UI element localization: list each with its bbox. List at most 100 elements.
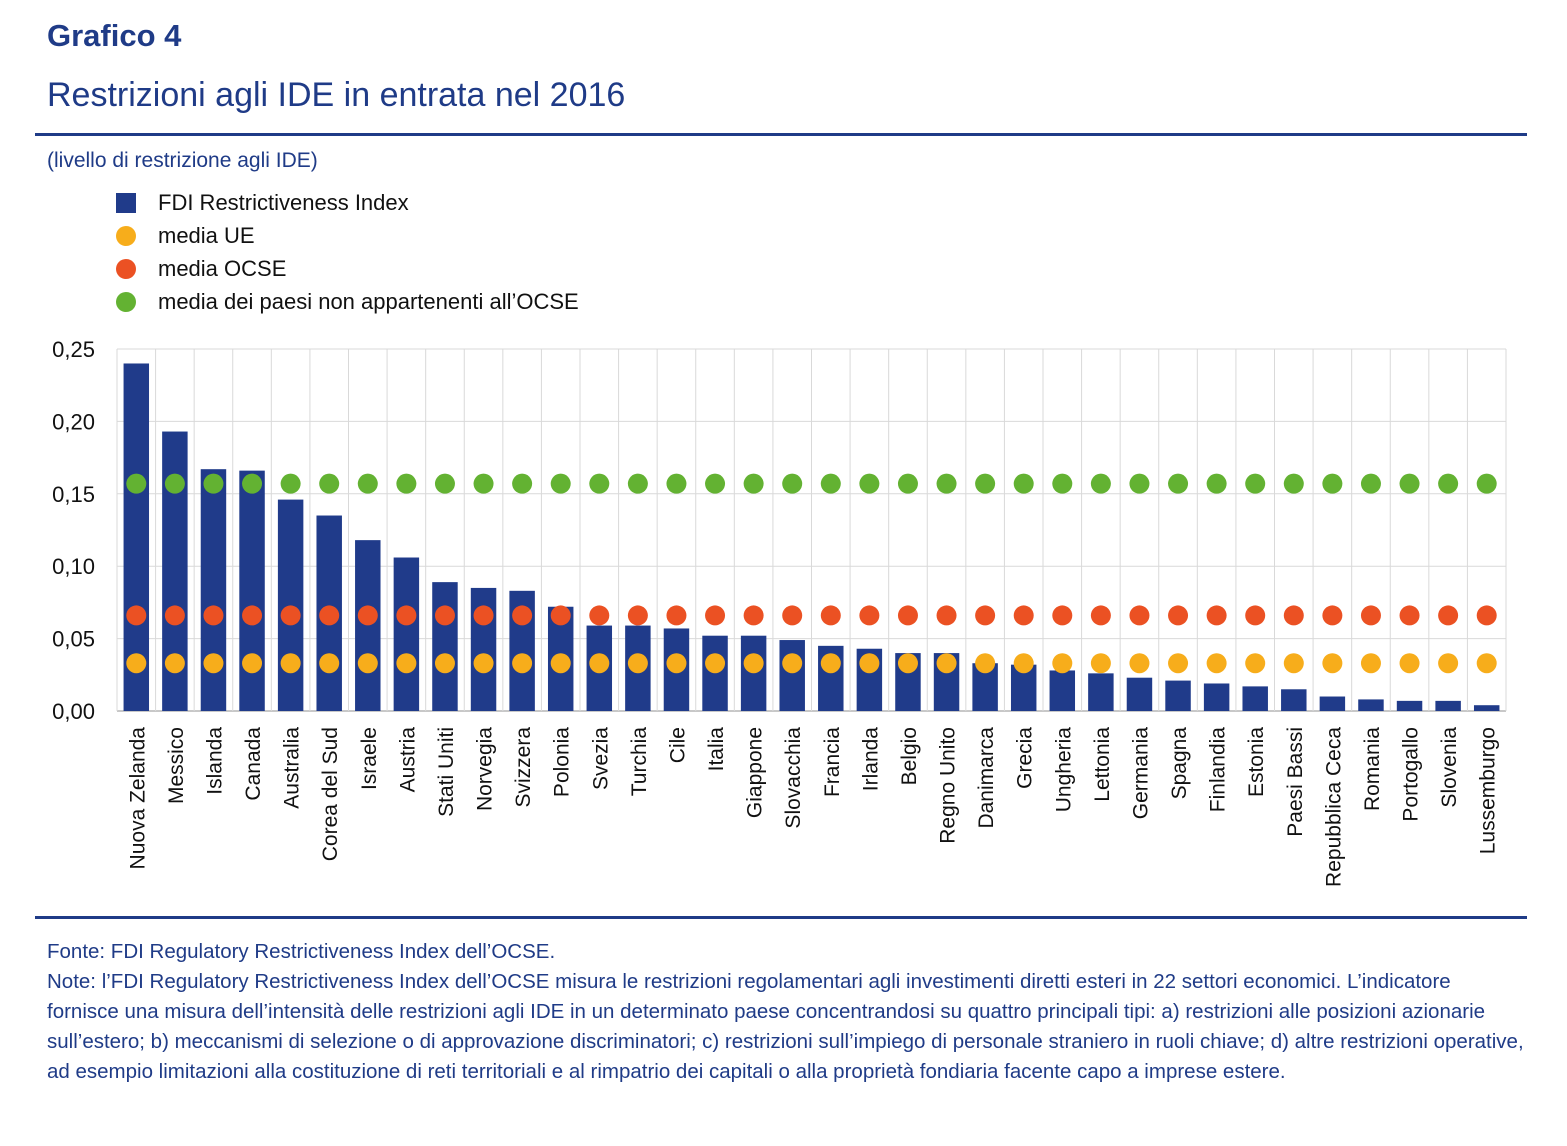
x-tick-label: Stati Uniti [435, 727, 458, 817]
bar-lettonia [1088, 673, 1114, 711]
bar-estonia [1242, 686, 1268, 711]
x-tick-label: Regno Unito [937, 727, 960, 844]
dot-media-ocse [512, 605, 533, 626]
x-tick-label: Ungheria [1052, 727, 1075, 813]
dot-media-ocse [589, 605, 610, 626]
bar-australia [277, 499, 304, 711]
bar-repubblica-ceca [1319, 696, 1346, 711]
dot-media-dei-paesi-non-appartenenti-all-ocse [820, 473, 841, 494]
legend-dot-icon [116, 291, 136, 312]
y-tick-label: 0,05 [52, 627, 95, 652]
footer-divider [35, 916, 1527, 919]
legend-square-icon [116, 192, 136, 213]
bar-finlandia [1203, 683, 1230, 711]
x-tick-label: Nuova Zelanda [126, 727, 149, 870]
x-tick-label: Giappone [744, 727, 767, 818]
x-tick-label: Israele [358, 727, 381, 790]
dot-media-ocse [1438, 605, 1459, 626]
x-tick-label: Irlanda [859, 727, 882, 792]
dot-media-dei-paesi-non-appartenenti-all-ocse [1438, 473, 1459, 494]
dot-media-ocse [550, 605, 571, 626]
footer: Fonte: FDI Regulatory Restrictiveness In… [47, 937, 1527, 1087]
legend-label: media OCSE [158, 255, 287, 281]
dot-media-ue [666, 653, 687, 674]
bar-giappone [740, 635, 767, 711]
dot-media-ue [1283, 653, 1304, 674]
source-note: Fonte: FDI Regulatory Restrictiveness In… [47, 940, 556, 963]
dot-media-ue [357, 653, 378, 674]
dot-media-dei-paesi-non-appartenenti-all-ocse [627, 473, 648, 494]
bar-lussemburgo [1473, 705, 1500, 711]
dot-media-ue [1206, 653, 1227, 674]
dot-media-ocse [473, 605, 494, 626]
x-tick-label: Slovenia [1438, 727, 1461, 808]
dot-media-dei-paesi-non-appartenenti-all-ocse [897, 473, 918, 494]
bar-chart: 0,00 0,05 0,10 0,15 0,20 0,25 Nuova Zelanda Mes… [52, 337, 1507, 887]
dot-media-ocse [280, 605, 301, 626]
bar-nuova-zelanda [123, 363, 150, 711]
x-tick-label: Cile [666, 727, 689, 763]
notes-text: Note: l’FDI Regulatory Restrictiveness I… [47, 970, 1524, 1083]
legend-item-media-non-ocse: media dei paesi non appartenenti all’OCS… [116, 285, 579, 318]
chart-subtitle: (livello di restrizione agli IDE) [47, 149, 318, 172]
dot-media-ocse [782, 605, 803, 626]
dot-media-ocse [1322, 605, 1343, 626]
dot-media-ocse [820, 605, 841, 626]
x-tick-label: Australia [281, 727, 304, 809]
dot-media-dei-paesi-non-appartenenti-all-ocse [1090, 473, 1111, 494]
y-tick-label: 0,20 [52, 409, 95, 434]
x-tick-label: Italia [705, 727, 728, 772]
bar-paesi-bassi [1281, 689, 1307, 711]
dot-media-dei-paesi-non-appartenenti-all-ocse [1360, 473, 1381, 494]
dot-media-dei-paesi-non-appartenenti-all-ocse [705, 473, 726, 494]
dot-media-dei-paesi-non-appartenenti-all-ocse [164, 473, 185, 494]
dot-media-ue [743, 653, 764, 674]
dot-media-ocse [1245, 605, 1266, 626]
dot-media-dei-paesi-non-appartenenti-all-ocse [512, 473, 533, 494]
dot-media-dei-paesi-non-appartenenti-all-ocse [1283, 473, 1304, 494]
legend-item-fdi-index: FDI Restrictiveness Index [116, 186, 579, 219]
bar-austria [393, 557, 420, 711]
x-tick-label: Belgio [898, 727, 921, 785]
dot-media-ocse [743, 605, 764, 626]
dot-media-ocse [627, 605, 648, 626]
legend-item-media-ocse: media OCSE [116, 252, 579, 285]
dot-media-ocse [1052, 605, 1073, 626]
x-tick-label: Danimarca [975, 727, 998, 829]
legend: FDI Restrictiveness Index media UE media… [116, 186, 579, 318]
x-tick-label: Canada [242, 727, 265, 801]
dot-media-ue [820, 653, 841, 674]
dot-media-ue [1013, 653, 1034, 674]
dot-media-dei-paesi-non-appartenenti-all-ocse [859, 473, 880, 494]
dot-media-dei-paesi-non-appartenenti-all-ocse [1013, 473, 1034, 494]
dot-media-ocse [434, 605, 455, 626]
x-tick-label: Lussemburgo [1477, 727, 1500, 854]
dot-media-ocse [666, 605, 687, 626]
dot-media-dei-paesi-non-appartenenti-all-ocse [1399, 473, 1420, 494]
x-tick-label: Slovacchia [782, 727, 805, 829]
dot-media-dei-paesi-non-appartenenti-all-ocse [782, 473, 803, 494]
legend-label: media UE [158, 222, 255, 248]
x-tick-label: Norvegia [474, 727, 497, 811]
dot-media-ue [1322, 653, 1343, 674]
dot-media-dei-paesi-non-appartenenti-all-ocse [666, 473, 687, 494]
dot-media-ocse [1476, 605, 1497, 626]
dot-media-ocse [936, 605, 957, 626]
x-tick-label: Lettonia [1091, 727, 1114, 802]
dot-media-ue [242, 653, 263, 674]
x-tick-label: Polonia [551, 727, 574, 797]
dot-media-ocse [859, 605, 880, 626]
dot-media-ue [1245, 653, 1266, 674]
dot-media-ue [1090, 653, 1111, 674]
x-tick-label: Repubblica Ceca [1322, 727, 1345, 887]
dot-media-dei-paesi-non-appartenenti-all-ocse [589, 473, 610, 494]
dot-media-dei-paesi-non-appartenenti-all-ocse [1476, 473, 1497, 494]
x-tick-label: Turchia [628, 727, 651, 797]
dot-media-ocse [1360, 605, 1381, 626]
dot-media-ocse [1206, 605, 1227, 626]
x-tick-label: Romania [1361, 727, 1384, 811]
chart-title: Restrizioni agli IDE in entrata nel 2016 [47, 76, 626, 114]
dot-media-ue [1129, 653, 1150, 674]
x-tick-label: Portogallo [1400, 727, 1423, 822]
legend-dot-icon [116, 258, 136, 279]
